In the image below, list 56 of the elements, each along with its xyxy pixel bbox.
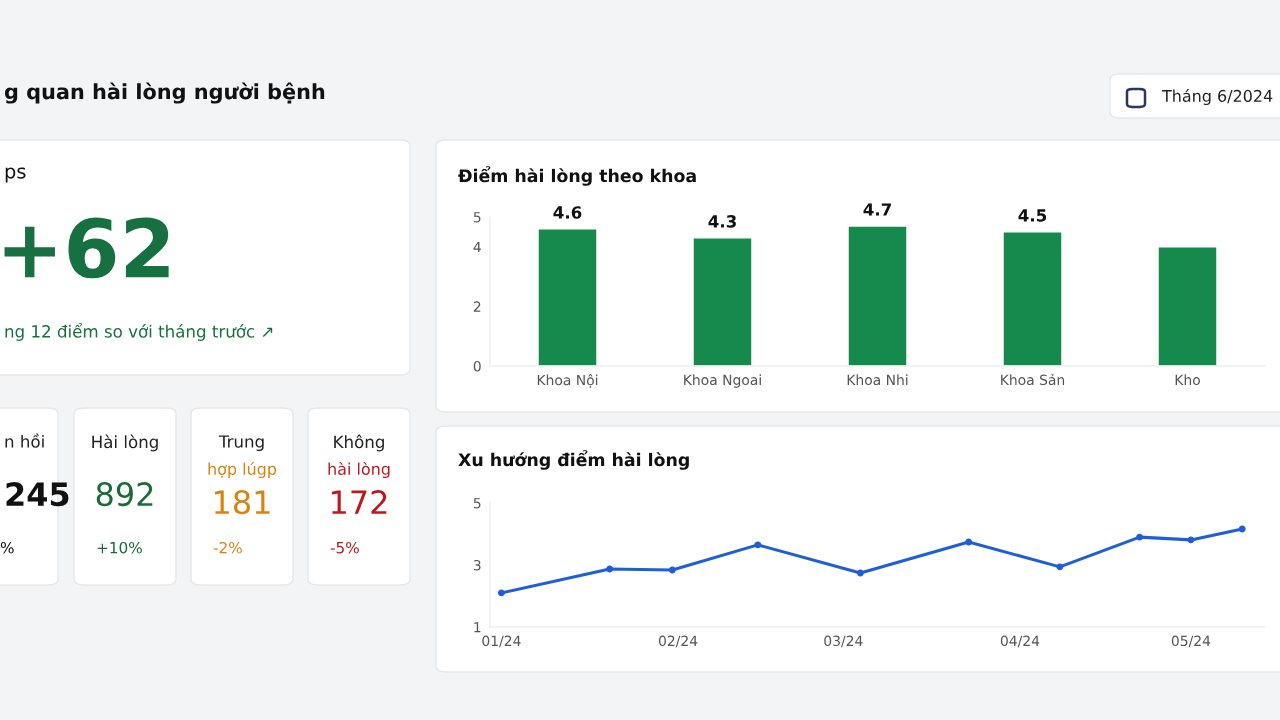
x-tick-label: Kho	[1175, 374, 1200, 386]
data-label: 4.3	[708, 215, 736, 228]
point	[668, 566, 676, 574]
point	[1238, 525, 1246, 533]
text: +62	[4, 217, 169, 279]
point	[1056, 563, 1064, 571]
text: Trung	[218, 435, 264, 452]
text: 172	[332, 490, 387, 514]
y-tick-label: 5	[473, 498, 481, 509]
y-tick-label: 2	[473, 301, 481, 312]
text: %	[0, 541, 14, 554]
text: 245	[6, 482, 69, 507]
x-tick-label: Khoa Nội	[537, 373, 598, 388]
bar	[1002, 231, 1063, 366]
bar	[692, 237, 753, 366]
y-tick-label: 3	[473, 559, 481, 571]
text: 892	[96, 482, 153, 507]
y-tick-label: 0	[473, 360, 481, 372]
x-tick-label: Khoa Ngoai	[684, 374, 761, 388]
x-tick-label: 04/24	[1000, 635, 1040, 648]
text: g quan hài lòng người bệnh	[4, 82, 325, 104]
point	[497, 589, 505, 597]
text: n hồi	[5, 433, 44, 448]
point	[965, 538, 973, 546]
point	[606, 565, 614, 573]
point	[754, 541, 762, 549]
text: Hài lòng	[92, 434, 158, 452]
data-label: 4.6	[553, 206, 582, 219]
x-tick-label: 02/24	[658, 635, 698, 648]
data-label: 4.7	[863, 203, 891, 216]
x-tick-label: Khoa Nhi	[847, 374, 908, 386]
point	[1136, 533, 1144, 541]
text: ps	[5, 167, 26, 183]
chart-title: Điểm hài lòng theo khoa	[458, 166, 696, 186]
bar	[1157, 246, 1218, 366]
text: -5%	[330, 541, 359, 554]
text: 181	[215, 490, 270, 515]
bar	[847, 225, 908, 366]
text: hợp lúgp	[208, 461, 277, 479]
y-tick-label: 1	[474, 622, 481, 633]
x-tick-label: Khoa Sản	[1001, 373, 1065, 386]
text: Không	[334, 434, 384, 452]
text: ng 12 điểm so với tháng trước ↗	[5, 323, 273, 341]
text: hài lòng	[328, 461, 390, 479]
x-tick-label: 01/24	[482, 635, 521, 648]
y-tick-label: 4	[473, 241, 481, 253]
text: Tháng 6/2024	[1161, 88, 1273, 106]
y-tick-label: 5	[473, 212, 481, 223]
data-label: 4.5	[1018, 209, 1047, 222]
bar	[537, 228, 598, 366]
x-tick-label: 03/24	[824, 635, 863, 648]
point	[856, 569, 864, 577]
chart-title: Xu hướng điểm hài lòng	[458, 450, 689, 470]
text: -2%	[213, 541, 242, 554]
x-tick-label: 05/24	[1171, 635, 1211, 648]
text: +10%	[97, 541, 142, 554]
